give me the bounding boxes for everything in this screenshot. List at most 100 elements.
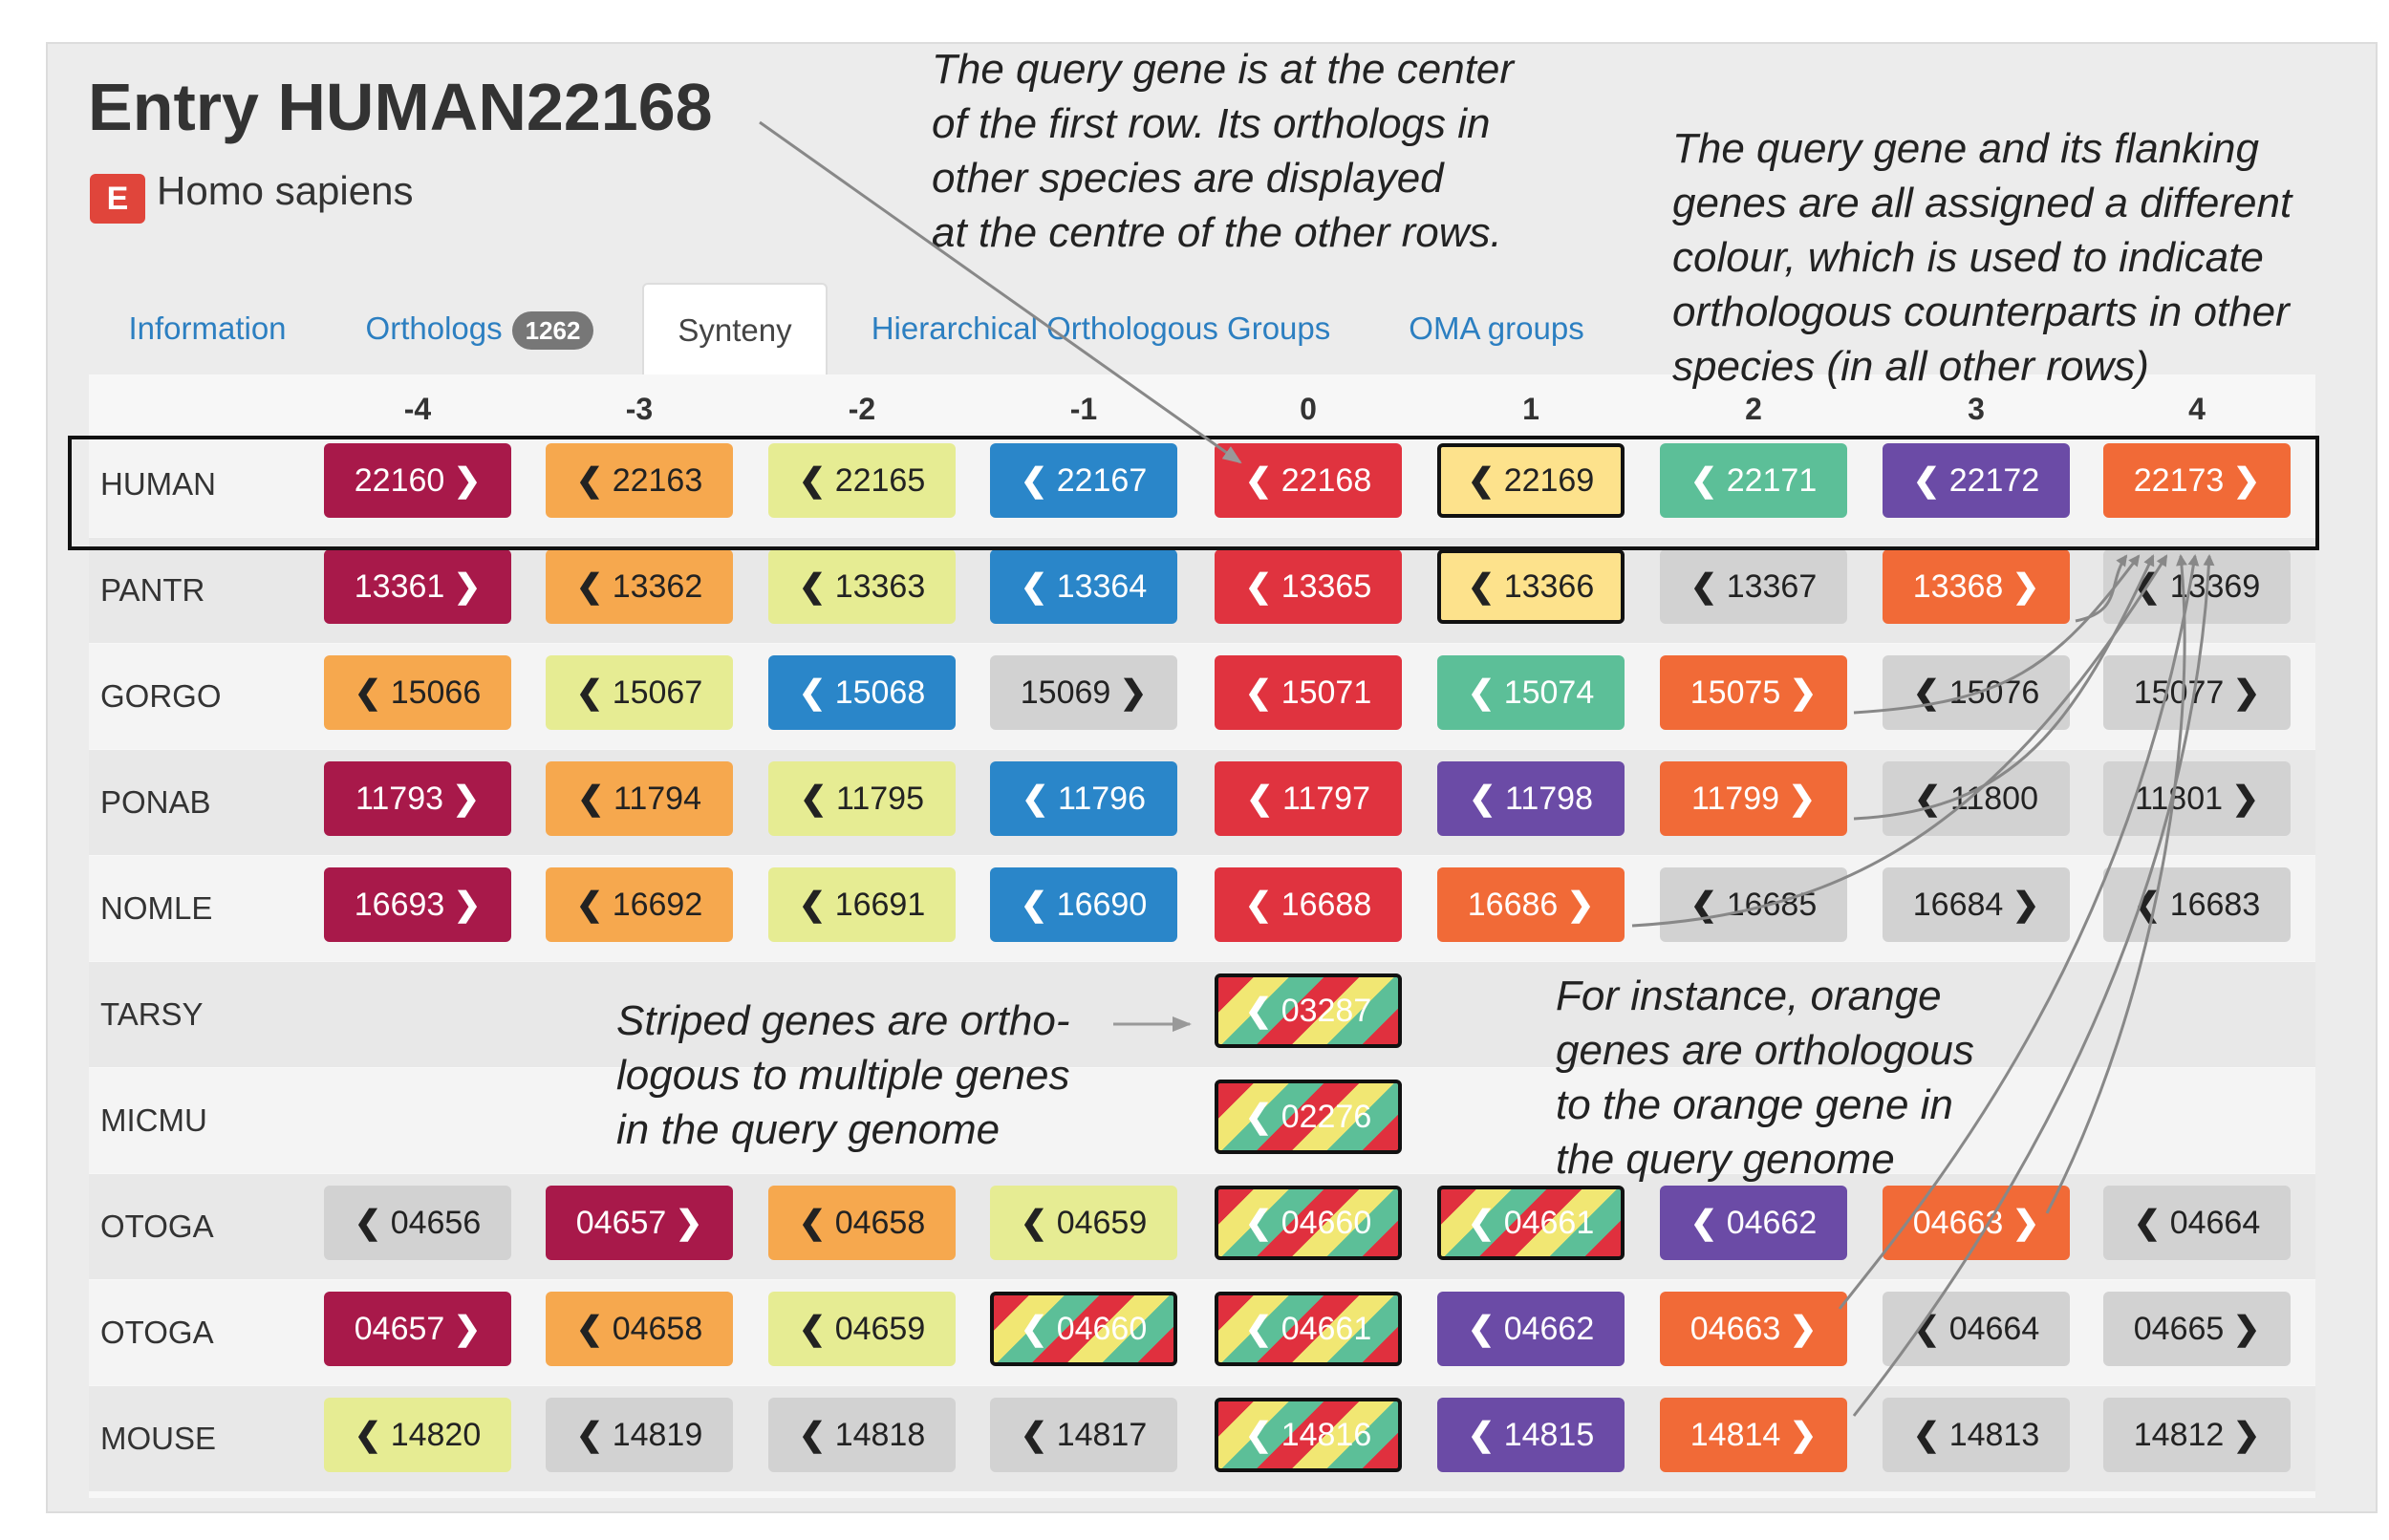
gene-block[interactable]: ❮ 13365 (1215, 549, 1402, 624)
gene-block[interactable]: ❮ 13362 (546, 549, 733, 624)
species-code-label: PONAB (100, 784, 211, 820)
gene-block[interactable]: ❮ 14816 (1215, 1398, 1402, 1472)
chevron-left-icon: ❮ (575, 568, 613, 605)
gene-block[interactable]: ❮ 15066 (324, 655, 511, 730)
orange-connector-pantr (2075, 554, 2128, 623)
gene-id: 13361 (354, 568, 445, 605)
tab-synteny[interactable]: Synteny (642, 283, 828, 374)
gene-block[interactable]: 13368 ❯ (1883, 549, 2070, 624)
gene-block[interactable]: ❮ 16685 (1660, 867, 1847, 942)
gene-block[interactable]: ❮ 04658 (768, 1186, 956, 1260)
gene-id: 22165 (834, 462, 926, 499)
chevron-right-icon: ❯ (2224, 674, 2261, 711)
gene-block[interactable]: 11793 ❯ (324, 761, 511, 836)
gene-block[interactable]: 14814 ❯ (1660, 1398, 1847, 1472)
gene-block[interactable]: ❮ 13367 (1660, 549, 1847, 624)
tab-information[interactable]: Information (107, 283, 308, 374)
tab-oma-groups[interactable]: OMA groups (1391, 283, 1602, 374)
species-code-label: OTOGA (100, 1315, 214, 1350)
gene-block[interactable]: ❮ 16683 (2103, 867, 2291, 942)
gene-block[interactable]: ❮ 04660 (1215, 1186, 1402, 1260)
gene-block[interactable]: ❮ 16691 (768, 867, 956, 942)
gene-id: 04658 (834, 1205, 926, 1241)
gene-block[interactable]: ❮ 11797 (1215, 761, 1402, 836)
gene-block[interactable]: ❮ 13363 (768, 549, 956, 624)
gene-block[interactable]: ❮ 22167 (990, 443, 1177, 518)
gene-block[interactable]: ❮ 03287 (1215, 973, 1402, 1048)
gene-block[interactable]: ❮ 04661 (1215, 1292, 1402, 1366)
gene-block[interactable]: 15069 ❯ (990, 655, 1177, 730)
gene-block[interactable]: ❮ 16690 (990, 867, 1177, 942)
gene-block[interactable]: ❮ 04659 (768, 1292, 956, 1366)
chevron-left-icon: ❮ (577, 781, 613, 817)
column-header: -1 (1069, 392, 1098, 426)
gene-block[interactable]: 15075 ❯ (1660, 655, 1847, 730)
gene-id: 04664 (2169, 1205, 2261, 1241)
chevron-left-icon: ❮ (1020, 887, 1057, 923)
gene-block[interactable]: 04657 ❯ (324, 1292, 511, 1366)
gene-block[interactable]: ❮ 11800 (1883, 761, 2070, 836)
annotation-line: genes are all assigned a different (1672, 180, 2292, 226)
gene-block[interactable]: 22160 ❯ (324, 443, 511, 518)
gene-block[interactable]: 11799 ❯ (1660, 761, 1847, 836)
gene-block[interactable]: ❮ 16692 (546, 867, 733, 942)
annotation-line: of the first row. Its orthologs in (932, 100, 1491, 147)
gene-block[interactable]: ❮ 02276 (1215, 1080, 1402, 1154)
tab-hierarchical-orthologous-groups[interactable]: Hierarchical Orthologous Groups (852, 283, 1349, 374)
gene-block[interactable]: ❮ 22172 (1883, 443, 2070, 518)
gene-block[interactable]: ❮ 13364 (990, 549, 1177, 624)
gene-block[interactable]: ❮ 04661 (1437, 1186, 1625, 1260)
gene-id: 15069 (1020, 674, 1111, 711)
gene-block[interactable]: ❮ 11795 (768, 761, 956, 836)
gene-block[interactable]: ❮ 14820 (324, 1398, 511, 1472)
gene-block[interactable]: ❮ 14813 (1883, 1398, 2070, 1472)
gene-block[interactable]: 16686 ❯ (1437, 867, 1625, 942)
gene-block[interactable]: ❮ 04664 (2103, 1186, 2291, 1260)
gene-block[interactable]: 04663 ❯ (1660, 1292, 1847, 1366)
gene-block[interactable]: ❮ 15068 (768, 655, 956, 730)
gene-block[interactable]: 04665 ❯ (2103, 1292, 2291, 1366)
gene-id: 04657 (575, 1205, 667, 1241)
gene-id: 11795 (835, 781, 924, 817)
gene-block[interactable]: 16693 ❯ (324, 867, 511, 942)
gene-block[interactable]: ❮ 22171 (1660, 443, 1847, 518)
gene-block[interactable]: 14812 ❯ (2103, 1398, 2291, 1472)
chevron-right-icon: ❯ (2224, 1311, 2261, 1347)
gene-block[interactable]: ❮ 11794 (546, 761, 733, 836)
gene-block[interactable]: 16684 ❯ (1883, 867, 2070, 942)
gene-block[interactable]: ❮ 14819 (546, 1398, 733, 1472)
gene-block[interactable]: ❮ 15074 (1437, 655, 1625, 730)
chevron-left-icon: ❮ (1244, 1311, 1281, 1347)
gene-block[interactable]: ❮ 14817 (990, 1398, 1177, 1472)
chevron-right-icon: ❯ (444, 1311, 482, 1347)
chevron-left-icon: ❮ (1690, 568, 1727, 605)
gene-block[interactable]: ❮ 22169 (1437, 443, 1625, 518)
gene-block[interactable]: ❮ 15067 (546, 655, 733, 730)
gene-block[interactable]: 04657 ❯ (546, 1186, 733, 1260)
gene-block[interactable]: ❮ 04662 (1660, 1186, 1847, 1260)
gene-block[interactable]: ❮ 11796 (990, 761, 1177, 836)
gene-block[interactable]: ❮ 14815 (1437, 1398, 1625, 1472)
gene-block[interactable]: ❮ 04659 (990, 1186, 1177, 1260)
gene-block[interactable]: ❮ 22163 (546, 443, 733, 518)
chevron-right-icon: ❯ (2003, 1205, 2040, 1241)
gene-block[interactable]: 13361 ❯ (324, 549, 511, 624)
gene-block[interactable]: ❮ 22165 (768, 443, 956, 518)
chevron-right-icon: ❯ (2224, 462, 2261, 499)
tab-label: OMA groups (1409, 310, 1584, 346)
gene-block[interactable]: ❮ 04658 (546, 1292, 733, 1366)
gene-id: 13363 (834, 568, 926, 605)
gene-id: 13362 (612, 568, 703, 605)
gene-block[interactable]: ❮ 22168 (1215, 443, 1402, 518)
gene-block[interactable]: ❮ 16688 (1215, 867, 1402, 942)
gene-block[interactable]: ❮ 04662 (1437, 1292, 1625, 1366)
gene-block[interactable]: ❮ 14818 (768, 1398, 956, 1472)
gene-block[interactable]: ❮ 15071 (1215, 655, 1402, 730)
gene-block[interactable]: ❮ 13366 (1437, 549, 1625, 624)
gene-block[interactable]: ❮ 04656 (324, 1186, 511, 1260)
gene-block[interactable]: ❮ 11798 (1437, 761, 1625, 836)
chevron-left-icon: ❮ (1020, 462, 1057, 499)
gene-block[interactable]: 22173 ❯ (2103, 443, 2291, 518)
tab-orthologs[interactable]: Orthologs 1262 (346, 283, 613, 374)
gene-block[interactable]: ❮ 04660 (990, 1292, 1177, 1366)
